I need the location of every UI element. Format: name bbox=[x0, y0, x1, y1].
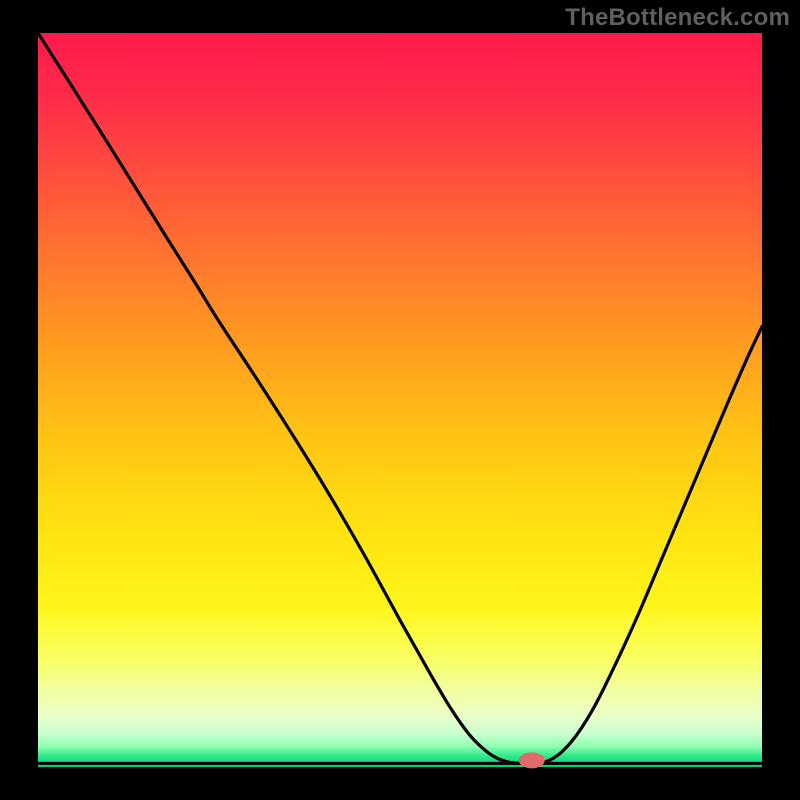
optimal-point-marker bbox=[519, 752, 545, 768]
bottleneck-chart bbox=[0, 0, 800, 800]
plot-area bbox=[38, 33, 762, 767]
attribution-label: TheBottleneck.com bbox=[565, 4, 790, 32]
